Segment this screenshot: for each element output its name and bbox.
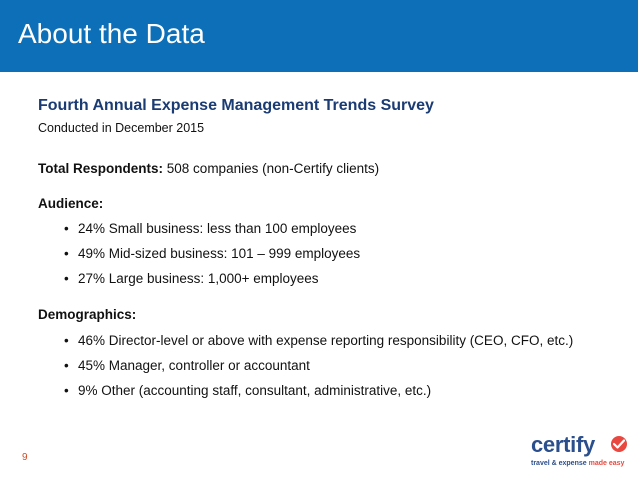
survey-subtitle: Conducted in December 2015 [38, 121, 205, 135]
logo-wordmark: certify [531, 432, 595, 457]
page-number: 9 [22, 452, 28, 463]
audience-label: Audience: [38, 196, 104, 211]
logo-tagline: travel & expense made easy [531, 460, 624, 467]
list-item: • 24% Small business: less than 100 emplo… [64, 220, 360, 245]
check-circle-icon [611, 436, 627, 452]
list-item-text: 49% Mid-sized business: 101 – 999 employ… [78, 246, 361, 261]
demographics-label: Demographics: [38, 307, 137, 322]
respondents-value: 508 companies (non-Certify clients) [166, 161, 380, 176]
list-item-text: 27% Large business: 1,000+ employees [78, 271, 319, 286]
respondents-line: Total Respondents: 508 companies (non-Ce… [38, 161, 379, 176]
audience-list: • 24% Small business: less than 100 emplo… [64, 220, 360, 295]
bullet-icon: • [64, 246, 69, 261]
list-item: • 49% Mid-sized business: 101 – 999 emplo… [64, 245, 360, 270]
demographics-list: • 46% Director-level or above with expens… [64, 332, 573, 407]
bullet-icon: • [64, 358, 69, 373]
survey-title: Fourth Annual Expense Management Trends … [38, 97, 434, 114]
slide-title: About the Data [18, 18, 205, 49]
list-item: • 46% Director-level or above with expens… [64, 332, 573, 357]
list-item: • 45% Manager, controller or accountant [64, 357, 573, 382]
logo-tagline-accent: made easy [588, 460, 625, 467]
bullet-icon: • [64, 333, 69, 348]
title-bar: About the Data [0, 0, 638, 72]
list-item-text: 46% Director-level or above with expense… [78, 333, 574, 348]
respondents-label: Total Respondents: [38, 161, 164, 176]
bullet-icon: • [64, 221, 69, 236]
list-item: • 27% Large business: 1,000+ employees [64, 270, 360, 295]
certify-logo: certify travel & expense made easy [531, 432, 631, 474]
list-item-text: 9% Other (accounting staff, consultant, … [78, 383, 432, 398]
bullet-icon: • [64, 271, 69, 286]
logo-tagline-main: travel & expense [531, 460, 589, 467]
list-item-text: 24% Small business: less than 100 employ… [78, 221, 357, 236]
list-item: • 9% Other (accounting staff, consultant,… [64, 382, 573, 407]
list-item-text: 45% Manager, controller or accountant [78, 358, 310, 373]
bullet-icon: • [64, 383, 69, 398]
